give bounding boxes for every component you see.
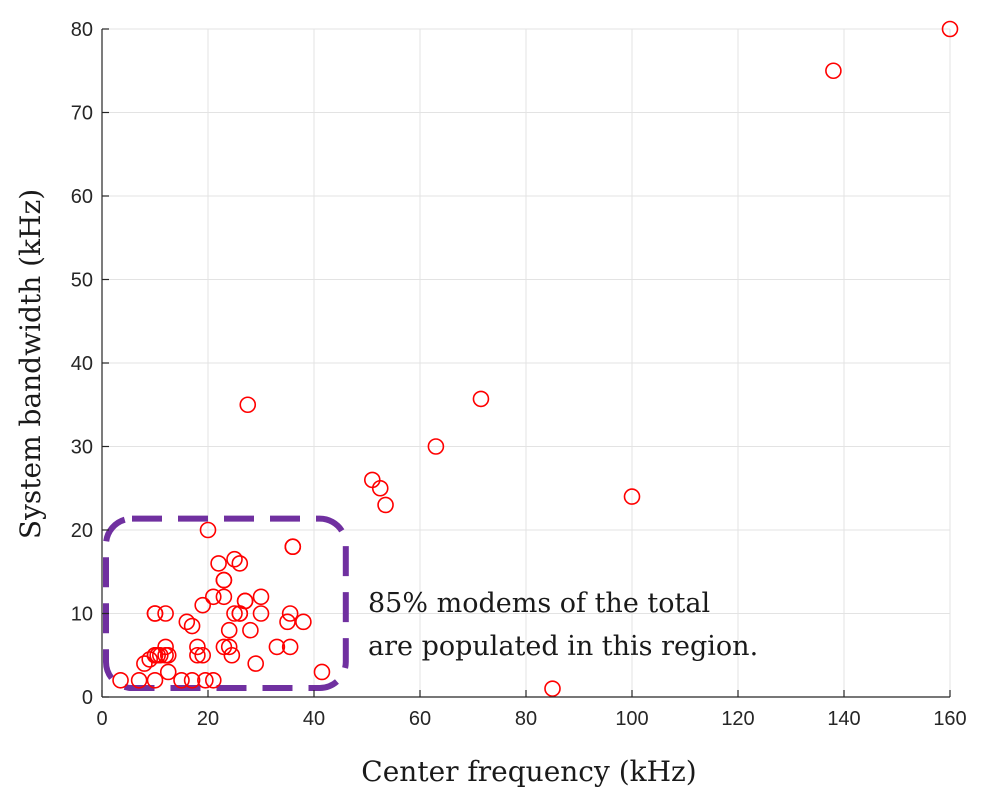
data-point (247, 655, 264, 672)
x-tick-label: 80 (515, 708, 537, 730)
data-point (189, 638, 206, 656)
highlight-region (103, 515, 349, 692)
data-point (239, 396, 257, 414)
y-tick-label: 30 (71, 437, 93, 459)
data-point (268, 638, 286, 656)
data-point (173, 671, 190, 689)
data-point (223, 646, 241, 664)
data-point (157, 605, 174, 622)
data-point (313, 663, 331, 681)
data-point (377, 496, 394, 514)
data-point (146, 671, 164, 689)
data-point (194, 596, 211, 614)
data-point (178, 613, 196, 631)
y-tick-label: 10 (71, 604, 93, 626)
data-point (215, 588, 233, 606)
data-point (252, 605, 270, 622)
y-tick-label: 60 (71, 186, 93, 208)
data-point (183, 671, 201, 689)
x-tick-label: 160 (933, 708, 966, 730)
data-point (252, 588, 270, 606)
data-point (226, 605, 243, 622)
data-point (941, 20, 959, 38)
region-dashed-box (103, 515, 349, 692)
data-point (231, 605, 249, 622)
axes (101, 28, 951, 698)
annotation-line-2: are populated in this region. (368, 631, 758, 662)
data-point (210, 555, 227, 572)
data-point (159, 663, 177, 681)
data-point (136, 655, 153, 672)
data-point (371, 479, 389, 497)
data-point (112, 671, 129, 689)
data-point (242, 621, 259, 639)
data-point (189, 646, 206, 664)
data-point (146, 646, 164, 664)
y-tick-label: 0 (82, 687, 93, 709)
data-point (825, 62, 842, 80)
data-point (205, 588, 222, 606)
x-tick-label: 20 (197, 708, 219, 730)
data-point (205, 671, 222, 689)
data-point (220, 638, 238, 656)
data-point (183, 617, 201, 635)
x-tick-label: 140 (827, 708, 860, 730)
data-point (363, 471, 381, 489)
data-point (215, 571, 233, 589)
data-point (279, 613, 296, 631)
x-axis-title: Center frequency (kHz) (361, 755, 696, 788)
y-tick-label: 70 (71, 103, 93, 125)
x-tick-label: 100 (615, 708, 648, 730)
data-point (197, 671, 214, 689)
data-point (623, 488, 641, 505)
annotation-line-1: 85% modems of the total (368, 588, 710, 619)
data-point (141, 651, 158, 668)
y-tick-label: 20 (71, 520, 93, 542)
y-tick-label: 80 (71, 19, 93, 41)
y-tick-label: 50 (71, 270, 93, 292)
y-axis-title: System bandwidth (kHz) (14, 189, 47, 539)
data-point (284, 538, 302, 556)
data-point (220, 621, 238, 639)
data-point (281, 605, 299, 622)
data-point (472, 390, 490, 408)
data-point (159, 646, 177, 664)
data-point (226, 550, 243, 568)
data-point (544, 680, 561, 697)
data-point (281, 638, 299, 656)
data-point (295, 613, 312, 631)
y-tick-label: 40 (71, 353, 93, 375)
tick-labels: 0 20 40 60 80 100 120 140 160 0 10 20 30 40 50 60 70 80 (71, 19, 967, 730)
data-point (130, 671, 148, 689)
data-point (157, 638, 174, 656)
data-point (199, 521, 217, 539)
data-point (231, 555, 249, 572)
data-point (427, 438, 445, 455)
x-tick-label: 120 (721, 708, 754, 730)
x-tick-label: 60 (409, 708, 431, 730)
data-points (112, 20, 959, 697)
x-tick-label: 0 (96, 708, 107, 730)
data-point (146, 605, 164, 622)
data-point (194, 646, 211, 664)
grid-lines (102, 28, 951, 697)
x-tick-label: 40 (303, 708, 325, 730)
